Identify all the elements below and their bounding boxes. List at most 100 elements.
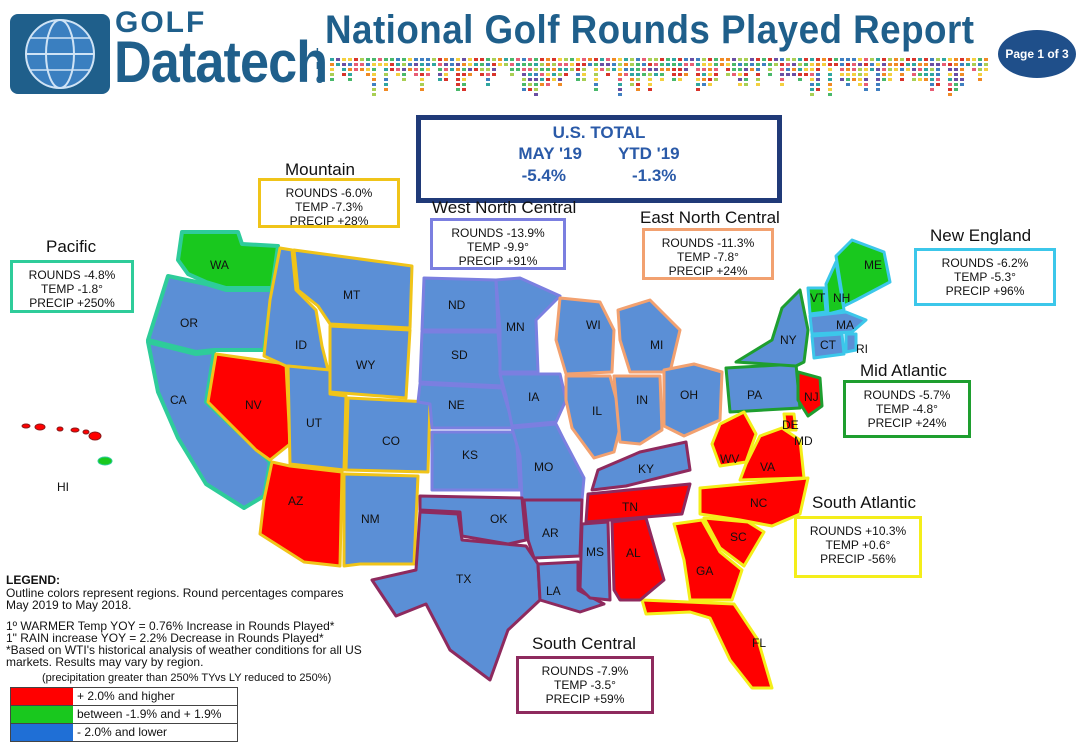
- mountain-temp: TEMP -7.3%: [295, 200, 363, 214]
- label-ND: ND: [448, 298, 466, 312]
- legend-note-rain: 1" RAIN increase YOY = 2.2% Decrease in …: [6, 631, 324, 645]
- color-bar-segment: [522, 83, 526, 86]
- us-total-periods: MAY '19 YTD '19: [421, 143, 777, 164]
- label-RI: RI: [856, 342, 868, 356]
- color-bar-segment: [420, 88, 424, 91]
- pacific-precip: PRECIP +250%: [29, 296, 115, 310]
- color-bar-segment: [930, 73, 934, 76]
- color-bar-segment: [330, 63, 334, 66]
- color-bar-segment: [738, 58, 742, 61]
- label-CA: CA: [170, 393, 187, 407]
- label-MT: MT: [343, 288, 361, 302]
- color-bar-segment: [786, 58, 790, 61]
- color-bar-segment: [534, 93, 538, 96]
- color-bar-segment: [330, 68, 334, 71]
- label-MA: MA: [836, 318, 854, 332]
- color-bar-segment: [612, 58, 616, 61]
- color-bar-segment: [840, 58, 844, 61]
- region-name-mountain: Mountain: [285, 160, 355, 179]
- color-bar-segment: [624, 68, 628, 71]
- color-bar-segment: [870, 58, 874, 61]
- color-bar-segment: [372, 73, 376, 76]
- color-bar-segment: [618, 68, 622, 71]
- color-bar-segment: [468, 73, 472, 76]
- color-bar-segment: [786, 63, 790, 66]
- color-bar-segment: [480, 73, 484, 76]
- color-bar-segment: [852, 63, 856, 66]
- color-bar-segment: [522, 88, 526, 91]
- color-bar-segment: [684, 58, 688, 61]
- legend-key-up-label: + 2.0% and higher: [77, 689, 175, 703]
- color-bar-segment: [876, 73, 880, 76]
- color-bar-segment: [348, 73, 352, 76]
- legend-note-temp: 1º WARMER Temp YOY = 0.76% Increase in R…: [6, 619, 335, 633]
- color-bar-segment: [882, 58, 886, 61]
- label-HI: HI: [57, 480, 69, 494]
- color-bar-segment: [648, 63, 652, 66]
- color-bar-segment: [444, 73, 448, 76]
- state-UT: [286, 364, 348, 472]
- color-bar-segment: [426, 73, 430, 76]
- region-box-sa: ROUNDS +10.3% TEMP +0.6° PRECIP -56%: [794, 516, 922, 578]
- color-bar-segment: [714, 73, 718, 76]
- color-bar-segment: [600, 68, 604, 71]
- color-bar-segment: [432, 58, 436, 61]
- color-bar-segment: [390, 63, 394, 66]
- color-bar-segment: [942, 58, 946, 61]
- color-bar-segment: [396, 63, 400, 66]
- color-bar-segment: [846, 58, 850, 61]
- state-ND: [420, 276, 500, 332]
- color-bar-segment: [654, 68, 658, 71]
- color-bar-segment: [918, 73, 922, 76]
- color-bar-segment: [738, 78, 742, 81]
- state-OH: [662, 362, 724, 438]
- label-MI: MI: [650, 338, 664, 352]
- color-bar-segment: [480, 63, 484, 66]
- color-bar-segment: [624, 58, 628, 61]
- color-bar-segment: [630, 68, 634, 71]
- color-bar-segment: [618, 63, 622, 66]
- color-bar-segment: [930, 83, 934, 86]
- legend-key-flat-label: between -1.9% and + 1.9%: [77, 707, 222, 721]
- color-bar-segment: [492, 73, 496, 76]
- ne-rounds: ROUNDS -6.2%: [941, 256, 1029, 270]
- color-bar-segment: [348, 58, 352, 61]
- color-bar-segment: [876, 78, 880, 81]
- color-bar-segment: [648, 58, 652, 61]
- label-SC: SC: [730, 530, 747, 544]
- color-bar-segment: [372, 88, 376, 91]
- color-bar-segment: [348, 68, 352, 71]
- color-bar-segment: [930, 78, 934, 81]
- color-bar-segment: [792, 58, 796, 61]
- color-bar-segment: [408, 58, 412, 61]
- color-bar-segment: [492, 63, 496, 66]
- color-bar-segment: [984, 58, 988, 61]
- color-bar-segment: [522, 63, 526, 66]
- color-bar-segment: [714, 58, 718, 61]
- color-bar-segment: [504, 58, 508, 61]
- color-bar-segment: [798, 58, 802, 61]
- state-LA: [536, 560, 606, 614]
- color-bar-segment: [900, 68, 904, 71]
- color-bar-segment: [522, 78, 526, 81]
- color-bar-segment: [384, 58, 388, 61]
- state-NH: [824, 260, 846, 316]
- label-NE: NE: [448, 398, 465, 412]
- color-bar-segment: [384, 68, 388, 71]
- color-bar-segment: [360, 58, 364, 61]
- color-bar-segment: [954, 58, 958, 61]
- label-NM: NM: [361, 512, 380, 526]
- color-bar-segment: [396, 73, 400, 76]
- color-bar-segment: [402, 58, 406, 61]
- precip-cap-note: (precipitation greater than 250% TYvs LY…: [42, 672, 332, 684]
- color-bar-segment: [960, 68, 964, 71]
- color-bar-segment: [762, 58, 766, 61]
- state-IN: [612, 374, 664, 446]
- color-bar-segment: [456, 83, 460, 86]
- color-bar-segment: [552, 78, 556, 81]
- color-bar-segment: [780, 83, 784, 86]
- ne-temp: TEMP -5.3°: [954, 270, 1016, 284]
- color-bar-segment: [378, 58, 382, 61]
- color-bar-segment: [420, 73, 424, 76]
- color-bar-segment: [390, 58, 394, 61]
